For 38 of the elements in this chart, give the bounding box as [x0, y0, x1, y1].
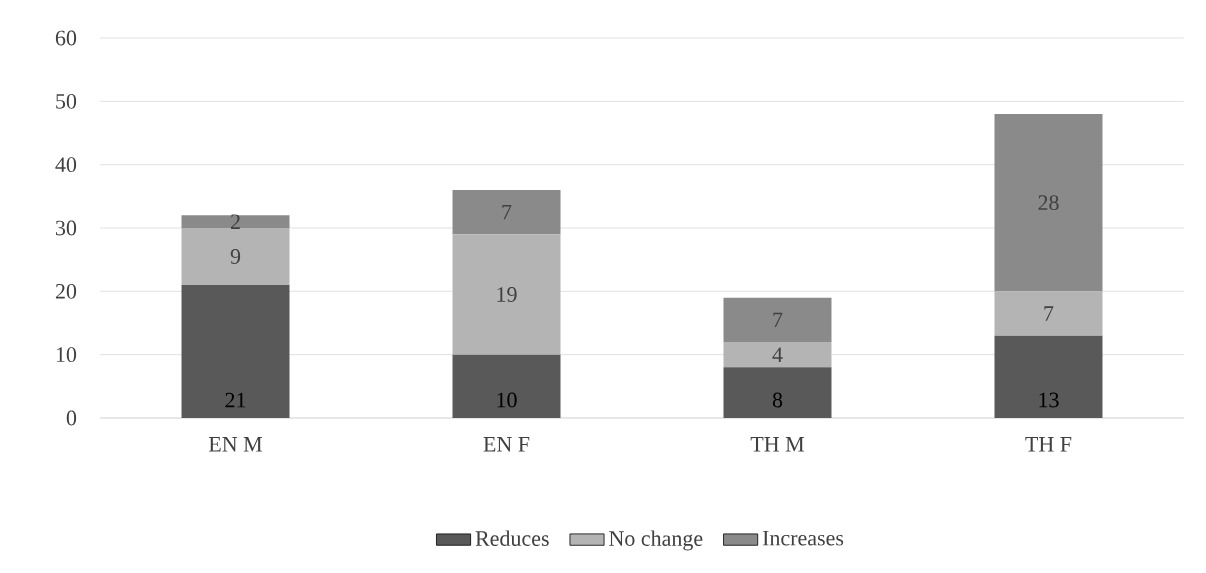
bar	[723, 297, 832, 342]
bar	[994, 113, 1103, 292]
data-label: 2	[230, 214, 240, 229]
y-tick-label: 60	[55, 30, 77, 46]
data-label: 9	[230, 249, 241, 264]
legend-label: No change	[609, 530, 703, 551]
bar	[723, 341, 832, 368]
data-label: 7	[773, 312, 783, 328]
x-tick-label: EN F	[483, 437, 530, 452]
y-tick-label: 20	[55, 283, 77, 299]
x-tick-label: TH M	[750, 437, 805, 452]
data-label: 7	[1044, 306, 1054, 321]
data-label: 10	[497, 392, 517, 408]
data-label: 13	[1039, 392, 1059, 408]
bar	[452, 234, 561, 355]
y-tick-label: 0	[66, 410, 77, 426]
bar	[452, 354, 561, 418]
legend-label: Increases	[762, 530, 844, 546]
y-tick-label: 30	[56, 220, 77, 236]
data-label: 19	[497, 287, 517, 302]
y-tick-label: 40	[55, 157, 77, 173]
bar	[181, 215, 290, 228]
bar	[452, 189, 561, 235]
legend-label: Reduces	[475, 530, 549, 546]
bar	[994, 335, 1103, 418]
x-tick-label: EN M	[208, 437, 263, 452]
y-tick-label: 50	[56, 93, 77, 109]
data-label: 21	[225, 392, 246, 408]
y-tick-label: 10	[56, 347, 77, 363]
data-label: 28	[1038, 195, 1059, 211]
bar	[181, 284, 290, 418]
x-tick-label: TH F	[1025, 437, 1072, 452]
bar	[723, 367, 832, 418]
data-label: 4	[772, 347, 783, 362]
data-label: 7	[502, 204, 512, 220]
bar	[181, 227, 290, 285]
bar	[994, 291, 1103, 336]
data-label: 8	[772, 392, 783, 408]
